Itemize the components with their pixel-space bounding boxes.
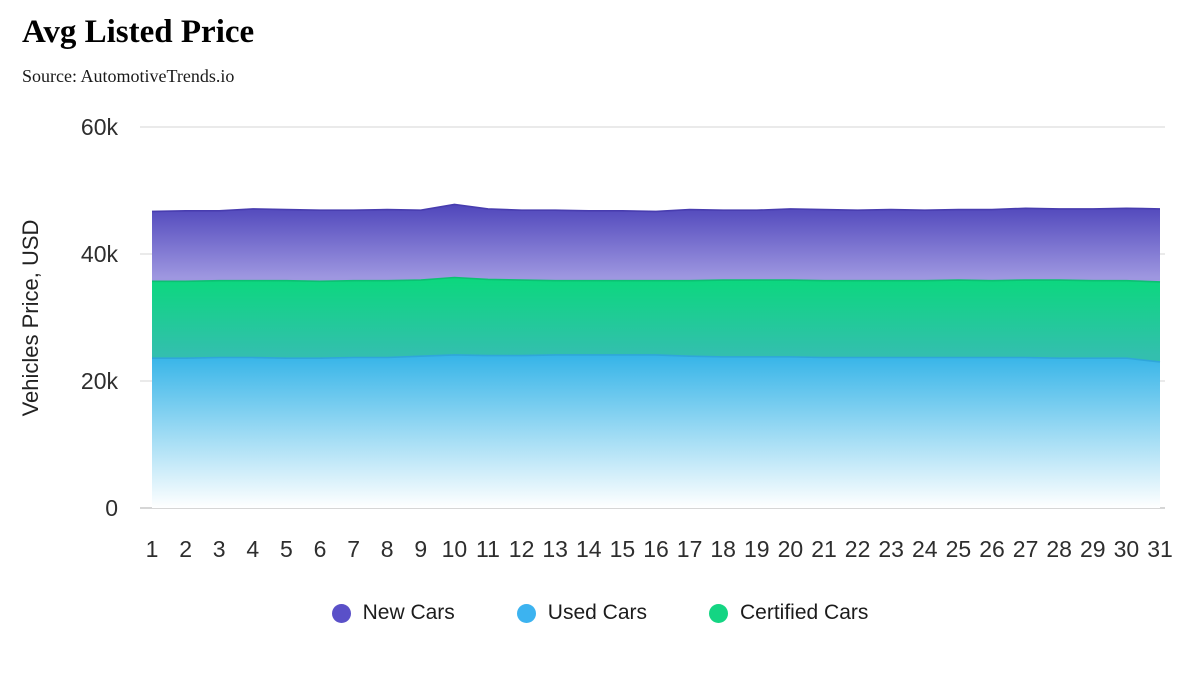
legend-item-certified-cars[interactable]: Certified Cars	[709, 601, 868, 625]
chart-header: Avg Listed Price Source: AutomotiveTrend…	[22, 14, 254, 87]
x-tick-11: 11	[476, 536, 500, 562]
legend-dot-new-cars	[331, 603, 351, 623]
x-tick-25: 25	[946, 536, 972, 562]
x-tick-26: 26	[979, 536, 1005, 562]
legend-item-used-cars[interactable]: Used Cars	[516, 601, 647, 625]
x-tick-27: 27	[1013, 536, 1039, 562]
area-used-cars	[152, 354, 1160, 508]
x-tick-5: 5	[280, 536, 293, 562]
x-tick-24: 24	[912, 536, 938, 562]
x-tick-10: 10	[442, 536, 468, 562]
x-tick-9: 9	[414, 536, 427, 562]
x-tick-31: 31	[1147, 536, 1173, 562]
x-tick-28: 28	[1046, 536, 1072, 562]
x-tick-23: 23	[878, 536, 904, 562]
legend-item-new-cars[interactable]: New Cars	[331, 601, 455, 625]
x-tick-2: 2	[179, 536, 192, 562]
x-tick-16: 16	[643, 536, 669, 562]
chart-source: Source: AutomotiveTrends.io	[22, 65, 235, 86]
legend-dot-used-cars	[516, 603, 536, 623]
x-tick-13: 13	[542, 536, 568, 562]
x-tick-29: 29	[1080, 536, 1106, 562]
x-tick-6: 6	[314, 536, 327, 562]
x-tick-17: 17	[677, 536, 703, 562]
y-tick-0: 0	[105, 495, 118, 521]
x-tick-18: 18	[710, 536, 736, 562]
y-axis-label: Vehicles Price, USD	[18, 220, 43, 417]
y-tick-20k: 20k	[81, 368, 119, 394]
legend-label-new-cars: New Cars	[362, 601, 455, 624]
x-tick-20: 20	[778, 536, 804, 562]
legend-dot-certified-cars	[709, 603, 728, 623]
area-edge-certified-cars	[152, 276, 1161, 283]
x-tick-7: 7	[347, 536, 360, 562]
legend-label-used-cars: Used Cars	[547, 601, 647, 624]
x-tick-4: 4	[246, 536, 259, 562]
x-tick-12: 12	[509, 536, 535, 562]
x-tick-15: 15	[610, 536, 636, 562]
x-tick-1: 1	[146, 536, 159, 562]
x-tick-22: 22	[845, 536, 871, 562]
x-tick-21: 21	[811, 536, 837, 562]
chart-legend: New Cars Used Cars Certified Cars	[0, 601, 1200, 625]
y-tick-60k: 60k	[81, 114, 119, 140]
x-tick-8: 8	[381, 536, 394, 562]
page-title: Avg Listed Price	[22, 14, 255, 50]
legend-label-certified-cars: Certified Cars	[740, 601, 869, 624]
area-edge-new-cars	[151, 203, 1161, 213]
x-tick-14: 14	[576, 536, 602, 562]
x-tick-19: 19	[744, 536, 770, 562]
x-tick-30: 30	[1114, 536, 1140, 562]
x-tick-3: 3	[213, 536, 226, 562]
y-tick-40k: 40k	[81, 241, 119, 267]
area-edge-used-cars	[152, 354, 1161, 363]
